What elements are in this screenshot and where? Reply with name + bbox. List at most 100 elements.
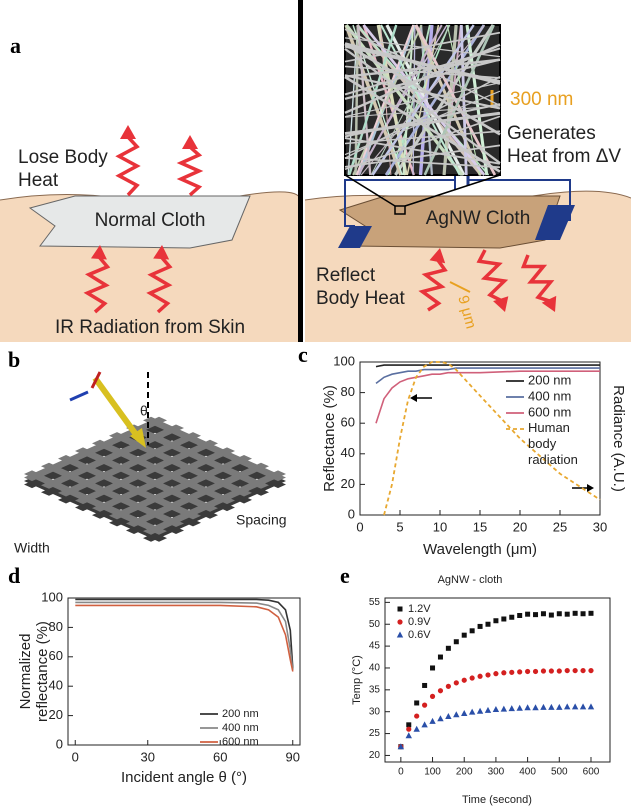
panel-label: d [8, 563, 20, 588]
y-tick-label: 100 [333, 353, 355, 368]
point [548, 612, 554, 618]
fiber [344, 144, 501, 168]
x-tick-label: 0 [356, 519, 363, 534]
legend-label: 200 nm [222, 708, 259, 720]
point [556, 668, 562, 674]
y-tick-label: 40 [49, 678, 63, 693]
annotation: θ [140, 403, 148, 419]
point [564, 703, 571, 710]
y-tick-label: 30 [369, 706, 381, 717]
fiber [344, 103, 501, 138]
point [564, 611, 570, 617]
mesh-bar [75, 439, 218, 505]
point [469, 675, 475, 681]
point [406, 726, 412, 732]
x-tick-label: 400 [519, 767, 536, 778]
wire [344, 179, 455, 227]
fiber [344, 137, 501, 165]
mesh-bar [143, 470, 286, 535]
legend-label: 0.9V [408, 616, 431, 628]
legend-label: 0.6V [408, 629, 431, 641]
x-axis-label: Time (second) [462, 794, 532, 806]
incident-arrow [92, 376, 143, 442]
mesh-bar [126, 462, 269, 528]
point [422, 682, 428, 688]
point [508, 705, 515, 712]
x-tick-label: 30 [593, 519, 607, 534]
panel-label: c [298, 342, 308, 367]
annotation: Heat [18, 170, 59, 191]
point [556, 611, 562, 617]
y-axis-label: reflectance (%) [34, 621, 51, 722]
point [422, 702, 428, 708]
point [580, 667, 586, 674]
mesh-bar [58, 455, 201, 520]
annotation: Heat from ΔV [507, 146, 621, 167]
legend-label: 600 nm [528, 404, 571, 419]
point [414, 700, 420, 706]
plot-frame [67, 597, 301, 746]
legend-label: 400 nm [528, 388, 571, 403]
electrode [338, 226, 372, 248]
mesh-bar [92, 447, 235, 512]
point [396, 631, 404, 638]
point [588, 610, 594, 616]
arrowhead [541, 295, 557, 312]
point [437, 715, 444, 722]
x-tick-label: 500 [551, 767, 568, 778]
polarization [69, 390, 89, 402]
mesh [24, 416, 286, 542]
fiber [344, 47, 501, 96]
point [500, 705, 508, 712]
annotation: 300 nm [510, 89, 573, 110]
point [532, 668, 539, 675]
point [397, 606, 403, 612]
point [540, 668, 547, 674]
fiber [344, 58, 501, 78]
fiber [344, 44, 501, 84]
point [453, 711, 460, 718]
mesh-bar [24, 470, 167, 535]
line [383, 361, 601, 516]
point [492, 706, 500, 713]
arrowhead [182, 135, 198, 149]
y-tick-label: 40 [369, 663, 381, 674]
arrowhead [130, 428, 146, 448]
point [516, 704, 523, 711]
point [588, 667, 594, 674]
panel-label: e [340, 563, 350, 588]
polarization [90, 371, 102, 389]
mesh-bar [92, 439, 235, 505]
point [469, 628, 475, 634]
legend-label: 400 nm [222, 722, 259, 734]
y-axis-label: Reflectance (%) [321, 385, 338, 492]
divider [298, 0, 303, 342]
point [485, 672, 491, 678]
annotation: AgNW Cloth [426, 208, 531, 229]
heat-arrow [115, 135, 141, 197]
point [501, 616, 507, 622]
y-tick-label: 0 [56, 736, 63, 751]
point [445, 713, 452, 720]
y-tick-label: 20 [369, 750, 381, 761]
plot-frame [384, 597, 611, 763]
mesh-bar [109, 432, 252, 497]
point [564, 667, 570, 674]
heat-arrow [146, 255, 173, 314]
point [477, 623, 483, 629]
legend-label: 1.2V [408, 603, 431, 615]
x-tick-label: 25 [553, 519, 567, 534]
legend-label: Human body radiation [528, 420, 578, 467]
y-tick-label: 60 [341, 415, 355, 430]
annotation: Width [14, 540, 50, 556]
point [579, 703, 587, 710]
point [476, 707, 484, 714]
x-axis-label: Wavelength (μm) [423, 541, 537, 558]
point [477, 673, 483, 679]
point [453, 639, 459, 645]
point [556, 703, 563, 710]
y-tick-label: 50 [369, 619, 381, 630]
heat-arrow [476, 249, 509, 303]
legend-label: 200 nm [528, 372, 571, 387]
normal-cloth-shape [28, 195, 251, 249]
